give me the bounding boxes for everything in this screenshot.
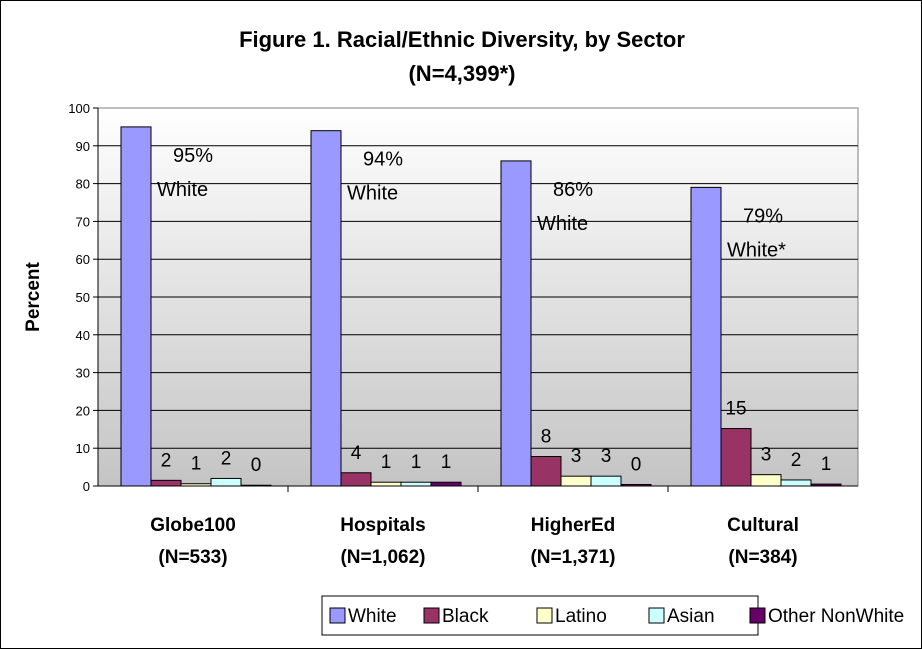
x-axis-categories: Globe100 (N=533) Hospitals (N=1,062) HigherE… <box>98 485 858 568</box>
y-tick-label: 0 <box>83 479 90 494</box>
x-category-label: Cultural <box>727 515 799 536</box>
y-axis-label: Percent <box>23 261 44 331</box>
x-category-label: Globe100 <box>150 515 236 536</box>
bar-white <box>690 186 722 487</box>
bar-latino <box>370 481 402 487</box>
legend-label: White <box>348 606 397 627</box>
y-tick-label: 60 <box>76 252 90 267</box>
y-tick-label: 90 <box>76 139 90 154</box>
bar-black <box>530 456 562 487</box>
data-label: 2 <box>221 448 232 469</box>
data-label: 2 <box>791 450 802 471</box>
data-label: 1 <box>441 452 452 473</box>
y-tick-label: 80 <box>76 177 90 192</box>
chart-subtitle: (N=4,399*) <box>408 61 515 86</box>
chart-title: Figure 1. Racial/Ethnic Diversity, by Se… <box>239 27 685 52</box>
bar-black <box>340 472 372 487</box>
legend-label: Latino <box>555 606 607 627</box>
legend-swatch <box>648 607 665 624</box>
bar-asian <box>400 481 432 487</box>
y-tick-label: 40 <box>76 328 90 343</box>
y-tick-label: 30 <box>76 366 90 381</box>
legend-swatch <box>329 607 346 624</box>
bars <box>120 126 842 487</box>
data-label: 0 <box>251 455 262 476</box>
annotations: 95% White 94% White 86% White 79% White* <box>157 145 786 261</box>
annotation-label: White <box>157 179 208 201</box>
x-category-label: Hospitals <box>340 515 426 536</box>
data-label: 1 <box>821 454 832 475</box>
legend-swatch <box>749 607 766 624</box>
y-tick-label: 100 <box>68 101 90 116</box>
bar-white <box>500 160 532 487</box>
data-label: 1 <box>381 452 392 473</box>
annotation-percent: 86% <box>553 179 593 201</box>
legend: White Black Latino Asian Other NonWhite <box>321 595 904 636</box>
data-label: 1 <box>191 454 202 475</box>
legend-label: Black <box>442 606 489 627</box>
x-category-n: (N=533) <box>158 547 227 568</box>
bar-latino <box>750 474 782 487</box>
data-label: 15 <box>725 399 746 420</box>
annotation-label: White <box>537 213 588 235</box>
bar-white <box>120 126 152 487</box>
bar-asian <box>590 475 622 487</box>
legend-swatch <box>423 607 440 624</box>
bar-black <box>720 428 752 487</box>
x-category-n: (N=384) <box>728 547 797 568</box>
legend-label: Other NonWhite <box>768 606 904 627</box>
annotation-label: White* <box>727 239 786 261</box>
bar-asian <box>210 477 242 487</box>
x-category-n: (N=1,371) <box>530 547 615 568</box>
y-tick-label: 50 <box>76 290 90 305</box>
data-label: 8 <box>541 427 552 448</box>
bar-other-nonwhite <box>430 481 462 487</box>
data-label: 4 <box>351 443 362 464</box>
x-category-n: (N=1,062) <box>340 547 425 568</box>
legend-label: Asian <box>667 606 715 627</box>
annotation-percent: 79% <box>743 205 783 227</box>
data-label: 1 <box>411 452 422 473</box>
annotation-percent: 95% <box>173 145 213 167</box>
data-label: 3 <box>571 446 582 467</box>
bar-asian <box>780 479 812 487</box>
data-label: 3 <box>601 446 612 467</box>
bar-latino <box>560 475 592 487</box>
y-axis-ticks: 0 10 20 30 40 50 60 70 80 90 100 <box>68 101 99 494</box>
data-label: 3 <box>761 445 772 466</box>
y-tick-label: 10 <box>76 441 90 456</box>
x-category-label: HigherEd <box>531 515 615 536</box>
bar-black <box>150 479 182 487</box>
bar-white <box>310 130 342 487</box>
annotation-label: White <box>347 183 398 205</box>
legend-swatch <box>536 607 553 624</box>
y-tick-label: 70 <box>76 214 90 229</box>
data-label: 0 <box>631 454 642 475</box>
y-tick-label: 20 <box>76 403 90 418</box>
annotation-percent: 94% <box>363 149 403 171</box>
data-label: 2 <box>161 450 172 471</box>
